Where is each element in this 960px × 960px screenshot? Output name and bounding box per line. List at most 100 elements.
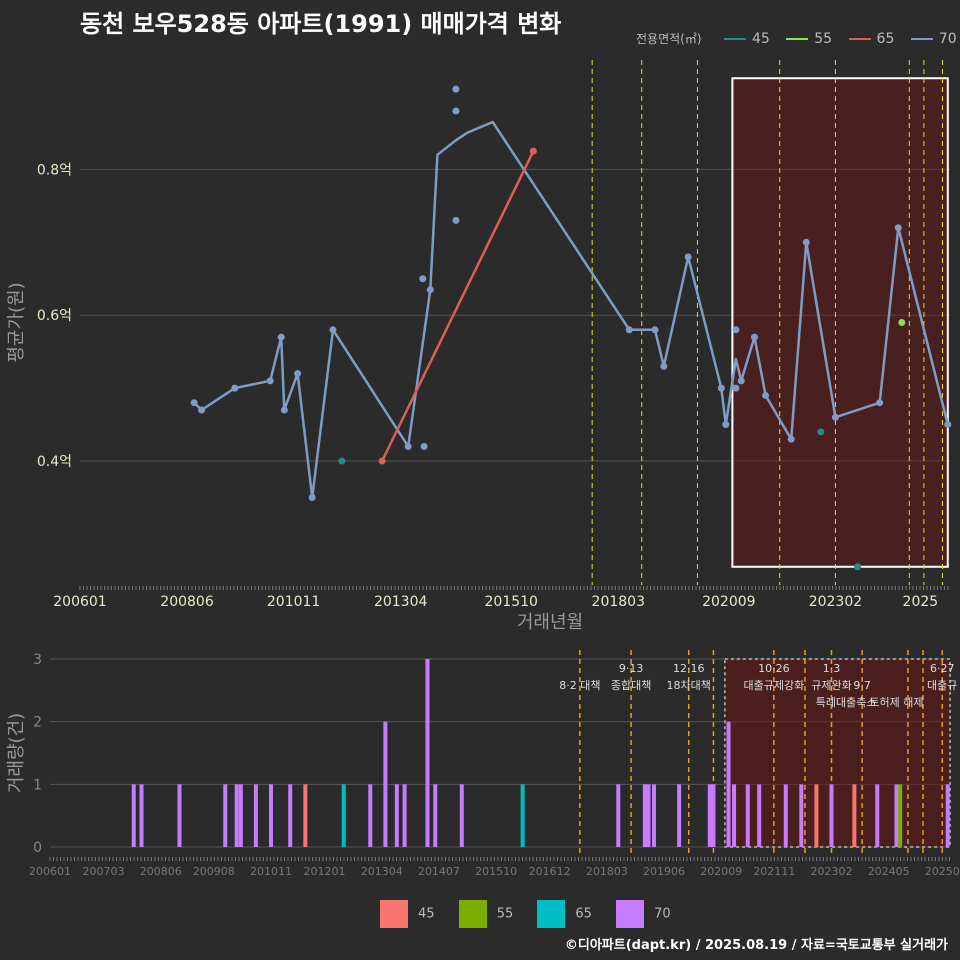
- highlight-box: [731, 77, 949, 568]
- series-point-70: [329, 326, 337, 334]
- series-point-70: [660, 362, 668, 370]
- legend-item-70: 70: [910, 31, 957, 47]
- volume-bar: [783, 784, 788, 847]
- x-tick-label: 2025: [903, 594, 939, 610]
- volume-bar: [894, 784, 899, 847]
- legend-bottom-swatch-70: [616, 900, 645, 928]
- series-point-70: [717, 384, 725, 392]
- series-point-70: [280, 406, 288, 414]
- series-point-70: [787, 435, 795, 443]
- series-point-65: [378, 457, 386, 465]
- policy-annotation: 6·27: [930, 662, 955, 675]
- volume-bar: [651, 784, 656, 847]
- footer-credit: ©디아파트(dapt.kr) / 2025.08.19 / 자료=국토교통부 실…: [564, 938, 948, 953]
- bar-x-tick-label: 201612: [529, 865, 571, 878]
- series-point-45: [817, 428, 825, 436]
- legend-item-55: 55: [786, 31, 832, 47]
- volume-bar: [799, 784, 804, 847]
- y-tick-label: 0.8억: [37, 162, 72, 178]
- volume-bar: [177, 784, 182, 847]
- volume-bar: [646, 784, 651, 847]
- policy-annotation: 특례대출축소: [816, 696, 877, 709]
- x-tick-label: 201803: [592, 594, 645, 610]
- policy-annotation: 8·2 대책: [559, 679, 600, 692]
- bar-x-tick-label: 202009: [700, 865, 742, 878]
- volume-bar: [303, 784, 308, 847]
- series-point-70: [231, 384, 239, 392]
- policy-annotation: 10·26: [758, 662, 790, 675]
- legend-swatch-65: [848, 38, 871, 40]
- legend-bottom-swatch-55: [458, 900, 487, 928]
- series-point-70: [277, 333, 285, 341]
- series-point-70: [722, 421, 730, 429]
- series-point-70: [944, 421, 952, 429]
- bar-x-tick-label: 20250: [925, 865, 960, 878]
- legend-item-65: 65: [848, 31, 894, 47]
- series-point-70: [751, 333, 759, 341]
- series-point-70: [452, 85, 460, 93]
- series-point-70: [625, 326, 633, 334]
- series-point-45: [854, 563, 862, 571]
- volume-bar: [875, 784, 880, 847]
- volume-bar: [253, 784, 258, 847]
- volume-bar: [726, 721, 731, 847]
- bar-x-tick-label: 201803: [586, 865, 628, 878]
- series-point-70: [831, 413, 839, 421]
- volume-bar: [642, 784, 647, 847]
- legend-bottom-swatch-45: [380, 900, 408, 928]
- series-point-70: [651, 326, 659, 334]
- bar-x-tick-label: 201510: [475, 865, 517, 878]
- volume-bar: [234, 784, 239, 847]
- series-point-70: [732, 384, 740, 392]
- bar-x-tick-label: 201201: [304, 865, 346, 878]
- series-point-55: [898, 319, 906, 326]
- policy-annotation: 규제완화: [811, 679, 851, 692]
- x-tick-label: 201304: [374, 594, 428, 610]
- volume-bar: [707, 784, 712, 847]
- volume-bar: [732, 784, 737, 847]
- chart-title: 동천 보우528동 아파트(1991) 매매가격 변화: [80, 10, 562, 38]
- volume-bar: [383, 721, 388, 847]
- volume-bar: [459, 784, 464, 847]
- bar-highlight-box: [724, 658, 951, 848]
- volume-bar: [898, 784, 903, 847]
- bar-x-tick-label: 201011: [250, 865, 292, 878]
- bar-x-tick-label: 201407: [418, 865, 460, 878]
- volume-bar: [402, 784, 407, 847]
- series-point-70: [308, 494, 316, 501]
- y-tick-label: 0.4억: [37, 454, 72, 470]
- bar-x-tick-label: 200703: [83, 865, 125, 878]
- legend-top: 전용면적(㎡) 45 55 65 70: [636, 30, 957, 47]
- series-point-45: [338, 457, 346, 465]
- series-point-70: [762, 391, 770, 399]
- legend-bottom-swatch-65: [537, 900, 566, 928]
- series-point-70: [732, 326, 740, 334]
- legend-bottom-item-55: 55: [458, 900, 513, 928]
- volume-bar: [520, 784, 525, 847]
- policy-annotation: 종합대책: [611, 679, 651, 692]
- series-point-70: [266, 377, 274, 385]
- policy-annotation: 12·16: [673, 662, 705, 675]
- bar-y-tick-label: 3: [33, 652, 42, 668]
- volume-bar: [616, 784, 621, 847]
- volume-bar: [814, 784, 819, 847]
- price-line-chart: 0.4억 0.6억 0.8억 200601 200806 201011 201304 2015…: [6, 60, 952, 633]
- bar-x-tick-label: 202302: [810, 865, 852, 878]
- policy-annotation: 9·7: [853, 679, 871, 692]
- series-point-70: [294, 370, 302, 378]
- series-point-65: [529, 147, 537, 155]
- policy-annotation: 토허제 해제: [869, 695, 923, 709]
- x-tick-label: 201510: [485, 594, 538, 610]
- bar-x-tick-label: 202405: [868, 865, 910, 878]
- x-tick-label: 200601: [53, 594, 106, 610]
- series-point-70: [802, 238, 810, 246]
- legend-item-45: 45: [723, 31, 770, 47]
- bar-y-tick-label: 1: [33, 777, 42, 793]
- bar-x-tick-label: 200908: [193, 865, 235, 878]
- series-point-70: [876, 399, 884, 407]
- policy-annotation: 18차대책: [667, 679, 711, 692]
- legend-swatch-70: [910, 38, 933, 40]
- volume-bar: [288, 784, 293, 847]
- x-axis-label: 거래년월: [517, 612, 583, 633]
